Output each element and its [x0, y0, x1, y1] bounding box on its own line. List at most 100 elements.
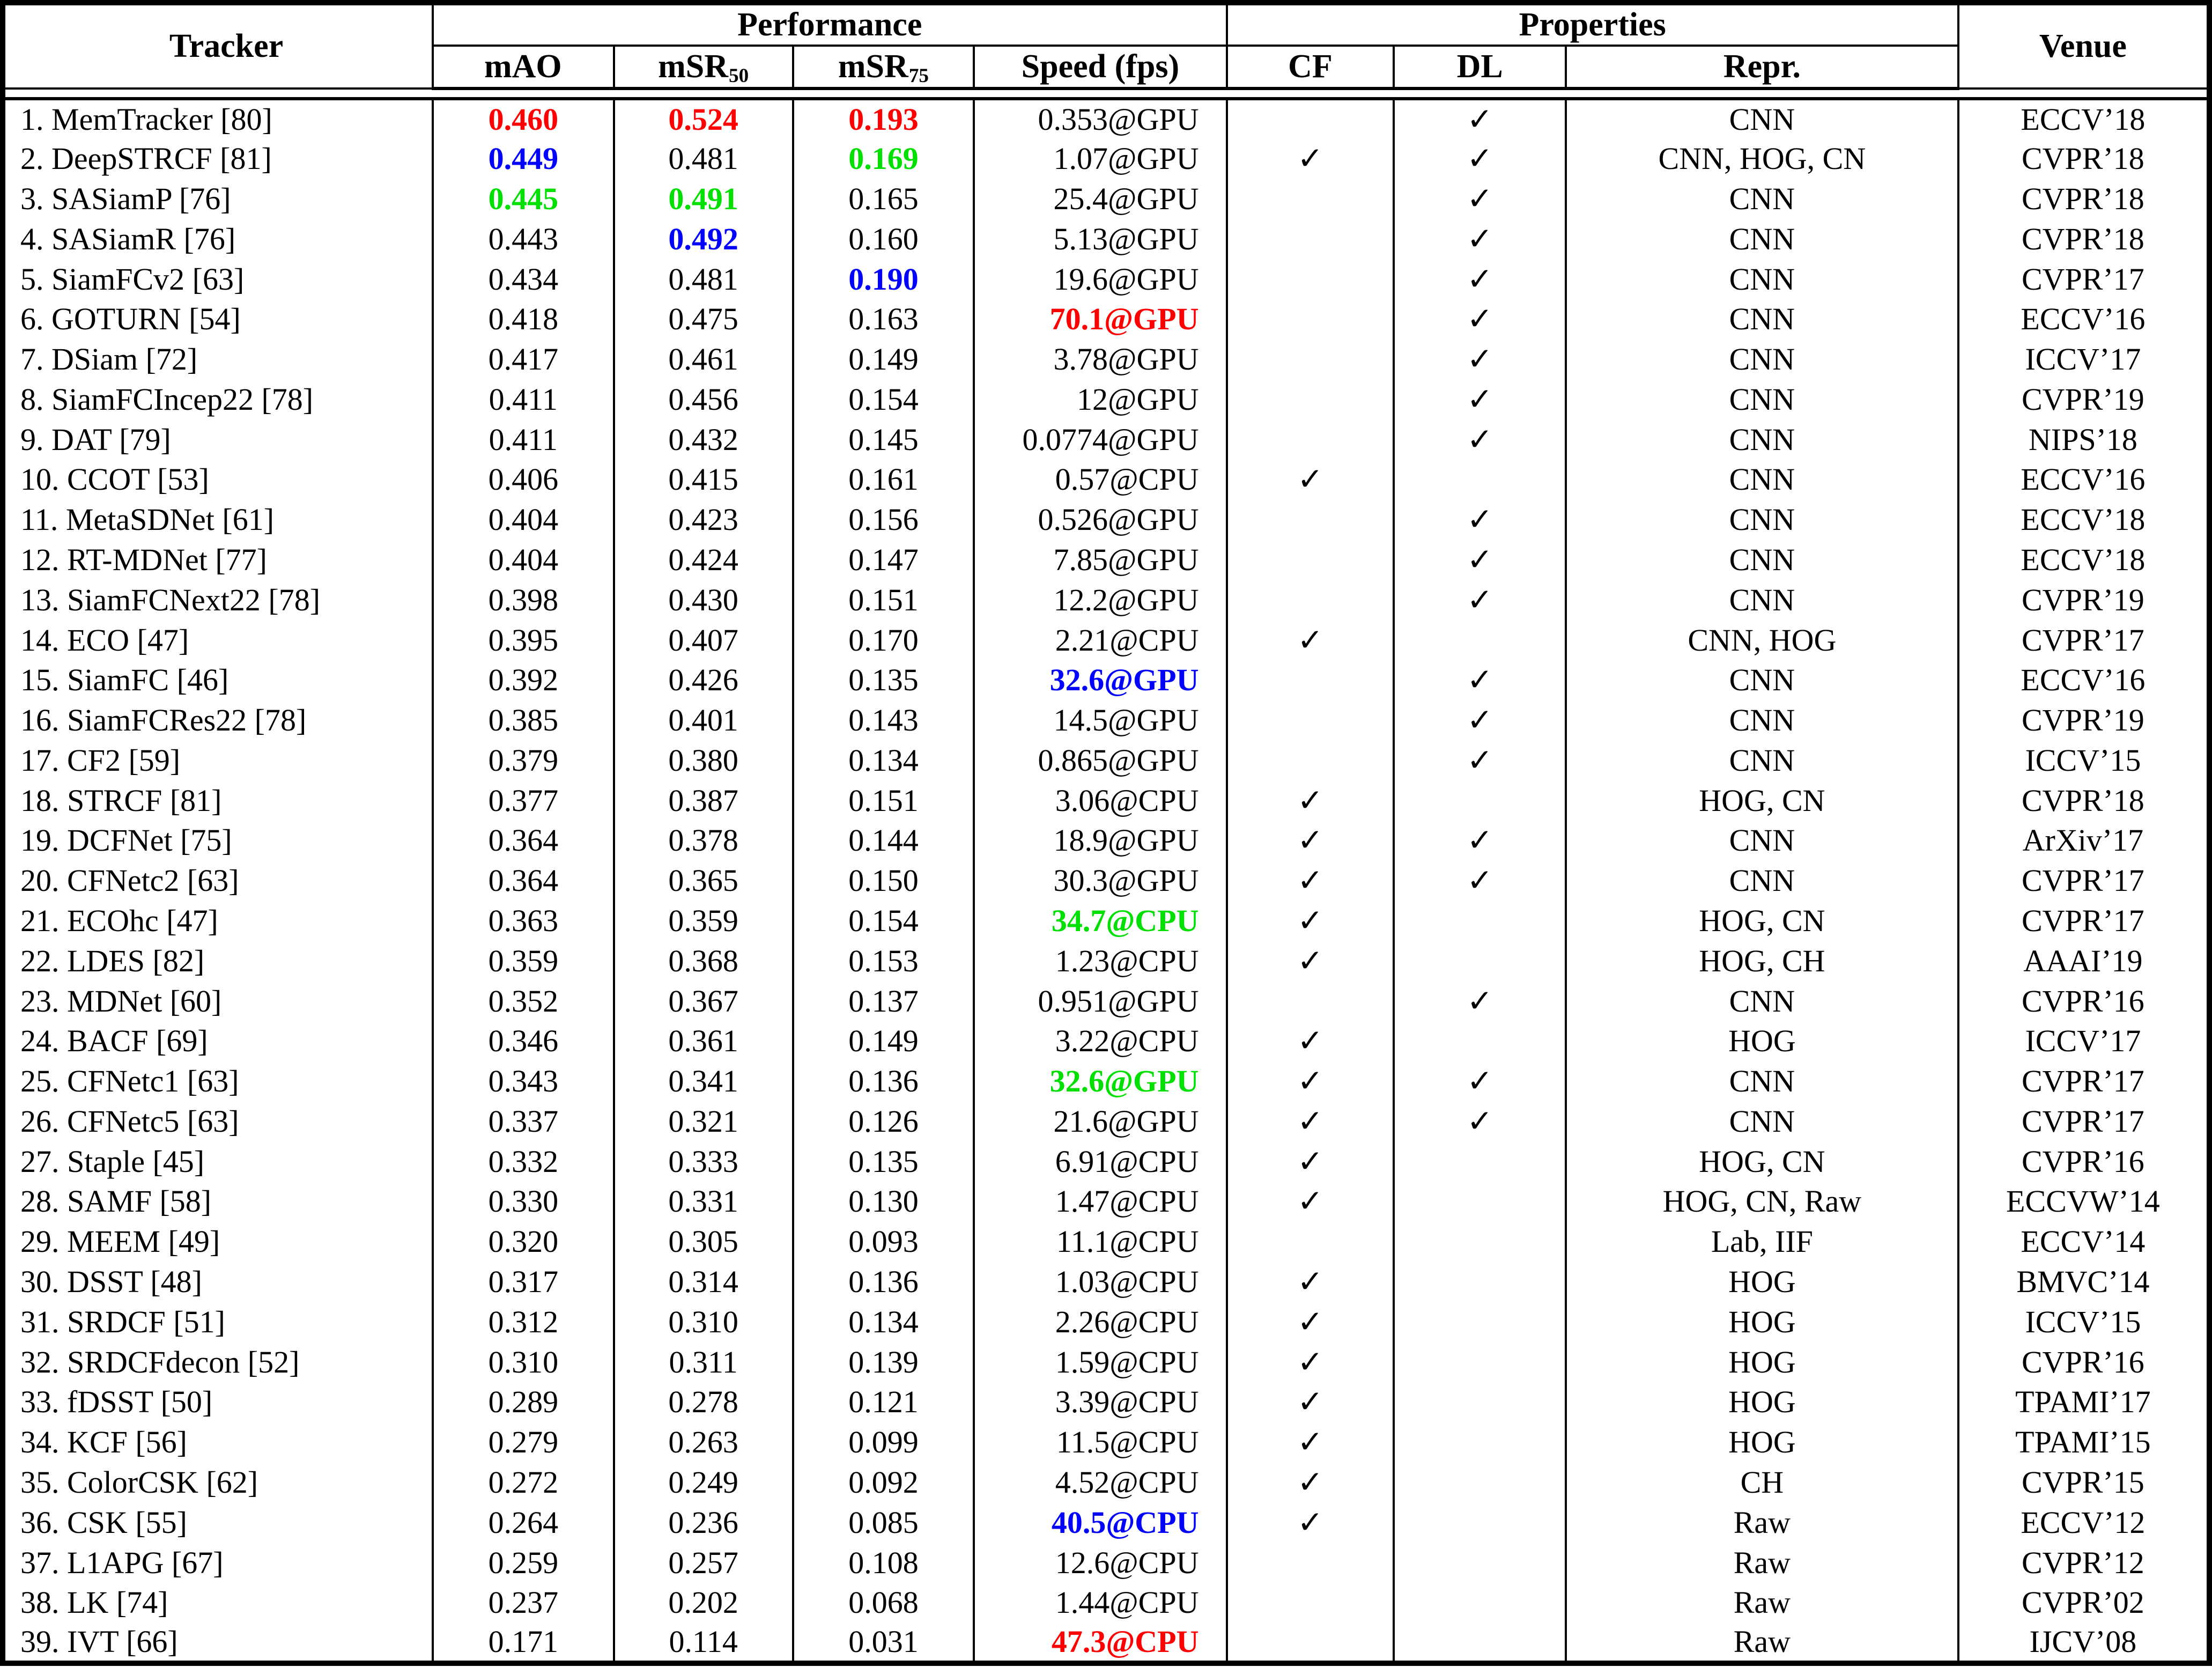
msr50-value: 0.378 [612, 821, 794, 861]
speed-value: 2.21@CPU [973, 620, 1228, 660]
cf-checkmark [1225, 1622, 1395, 1663]
venue-value: IJCV’08 [1957, 1622, 2211, 1663]
speed-value: 34.7@CPU [973, 901, 1228, 941]
speed-value: 0.0774@GPU [973, 419, 1228, 460]
col-header-cf: CF [1225, 45, 1395, 90]
tracker-name: 11. MetaSDNet [61] [2, 499, 434, 540]
venue-value: ECCV’18 [1957, 540, 2211, 580]
speed-value: 5.13@GPU [973, 219, 1228, 260]
msr50-value: 0.380 [612, 740, 794, 781]
msr50-value: 0.278 [612, 1382, 794, 1422]
venue-value: ArXiv’17 [1957, 821, 2211, 861]
mao-value: 0.171 [431, 1622, 615, 1663]
msr75-value: 0.134 [791, 1302, 975, 1343]
col-header-speed-label: Speed (fps) [1021, 48, 1180, 85]
dl-checkmark: ✓ [1393, 339, 1567, 380]
col-header-tracker: Tracker [2, 2, 434, 90]
msr50-value: 0.305 [612, 1221, 794, 1262]
mao-value: 0.317 [431, 1262, 615, 1302]
venue-value: NIPS’18 [1957, 419, 2211, 460]
tracker-name: 27. Staple [45] [2, 1141, 434, 1182]
cf-checkmark [1225, 1582, 1395, 1623]
table-row: 31. SRDCF [51] 0.312 0.310 0.134 2.26@CPU ✓ HO… [2, 1302, 2211, 1343]
tracker-name: 3. SASiamP [76] [2, 179, 434, 219]
tracker-name: 2. DeepSTRCF [81] [2, 138, 434, 179]
tracker-name: 29. MEEM [49] [2, 1221, 434, 1262]
dl-checkmark [1393, 941, 1567, 982]
mao-value: 0.364 [431, 821, 615, 861]
repr-value: HOG, CN [1565, 901, 1959, 941]
mao-value: 0.343 [431, 1061, 615, 1102]
repr-value: HOG [1565, 1302, 1959, 1343]
tracker-name: 34. KCF [56] [2, 1422, 434, 1463]
venue-value: CVPR’17 [1957, 620, 2211, 660]
msr75-value: 0.068 [791, 1582, 975, 1623]
speed-value: 14.5@GPU [973, 700, 1228, 741]
msr75-value: 0.149 [791, 339, 975, 380]
mao-value: 0.385 [431, 700, 615, 741]
msr75-value: 0.143 [791, 700, 975, 741]
venue-value: CVPR’19 [1957, 700, 2211, 741]
col-header-msr50-label: mSR [658, 48, 728, 85]
speed-value: 21.6@GPU [973, 1101, 1228, 1142]
msr50-value: 0.475 [612, 299, 794, 340]
msr50-value: 0.365 [612, 860, 794, 901]
speed-value: 1.47@CPU [973, 1182, 1228, 1222]
table-row: 10. CCOT [53] 0.406 0.415 0.161 0.57@CPU ✓ CNN… [2, 460, 2211, 500]
speed-value: 0.353@GPU [973, 99, 1228, 139]
dl-checkmark: ✓ [1393, 219, 1567, 260]
repr-value: CH [1565, 1462, 1959, 1503]
msr50-value: 0.368 [612, 941, 794, 982]
speed-value: 0.526@GPU [973, 499, 1228, 540]
speed-value: 6.91@CPU [973, 1141, 1228, 1182]
tracker-name: 5. SiamFCv2 [63] [2, 259, 434, 299]
msr75-value: 0.156 [791, 499, 975, 540]
mao-value: 0.434 [431, 259, 615, 299]
dl-checkmark [1393, 460, 1567, 500]
cf-checkmark: ✓ [1225, 138, 1395, 179]
repr-value: CNN [1565, 740, 1959, 781]
dl-checkmark: ✓ [1393, 981, 1567, 1021]
table-row: 18. STRCF [81] 0.377 0.387 0.151 3.06@CPU ✓ HO… [2, 780, 2211, 821]
table-row: 12. RT-MDNet [77] 0.404 0.424 0.147 7.85@GPU… [2, 540, 2211, 580]
repr-value: CNN [1565, 419, 1959, 460]
mao-value: 0.443 [431, 219, 615, 260]
cf-checkmark: ✓ [1225, 620, 1395, 660]
dl-checkmark [1393, 901, 1567, 941]
col-header-cf-label: CF [1288, 48, 1333, 85]
speed-value: 30.3@GPU [973, 860, 1228, 901]
cf-checkmark [1225, 740, 1395, 781]
table-row: 1. MemTracker [80] 0.460 0.524 0.193 0.353@G… [2, 99, 2211, 139]
repr-value: CNN [1565, 99, 1959, 139]
msr50-value: 0.491 [612, 179, 794, 219]
venue-value: BMVC’14 [1957, 1262, 2211, 1302]
repr-value: CNN [1565, 299, 1959, 340]
mao-value: 0.289 [431, 1382, 615, 1422]
mao-value: 0.449 [431, 138, 615, 179]
venue-value: CVPR’02 [1957, 1582, 2211, 1623]
repr-value: CNN [1565, 700, 1959, 741]
mao-value: 0.237 [431, 1582, 615, 1623]
mao-value: 0.445 [431, 179, 615, 219]
venue-value: TPAMI’15 [1957, 1422, 2211, 1463]
table-row: 37. L1APG [67] 0.259 0.257 0.108 12.6@CPU Raw… [2, 1543, 2211, 1583]
dl-checkmark: ✓ [1393, 700, 1567, 741]
msr75-value: 0.161 [791, 460, 975, 500]
venue-value: CVPR’16 [1957, 1141, 2211, 1182]
col-header-msr75-subscript: 75 [908, 64, 929, 87]
mao-value: 0.330 [431, 1182, 615, 1222]
table-row: 22. LDES [82] 0.359 0.368 0.153 1.23@CPU ✓ HOG… [2, 941, 2211, 982]
dl-checkmark [1393, 1422, 1567, 1463]
mao-value: 0.264 [431, 1502, 615, 1543]
cf-checkmark [1225, 1221, 1395, 1262]
msr50-value: 0.236 [612, 1502, 794, 1543]
msr75-value: 0.163 [791, 299, 975, 340]
cf-checkmark [1225, 379, 1395, 420]
repr-value: Raw [1565, 1543, 1959, 1583]
msr75-value: 0.151 [791, 580, 975, 621]
speed-value: 32.6@GPU [973, 1061, 1228, 1102]
speed-value: 1.23@CPU [973, 941, 1228, 982]
speed-value: 25.4@GPU [973, 179, 1228, 219]
venue-value: CVPR’18 [1957, 179, 2211, 219]
speed-value: 12@GPU [973, 379, 1228, 420]
